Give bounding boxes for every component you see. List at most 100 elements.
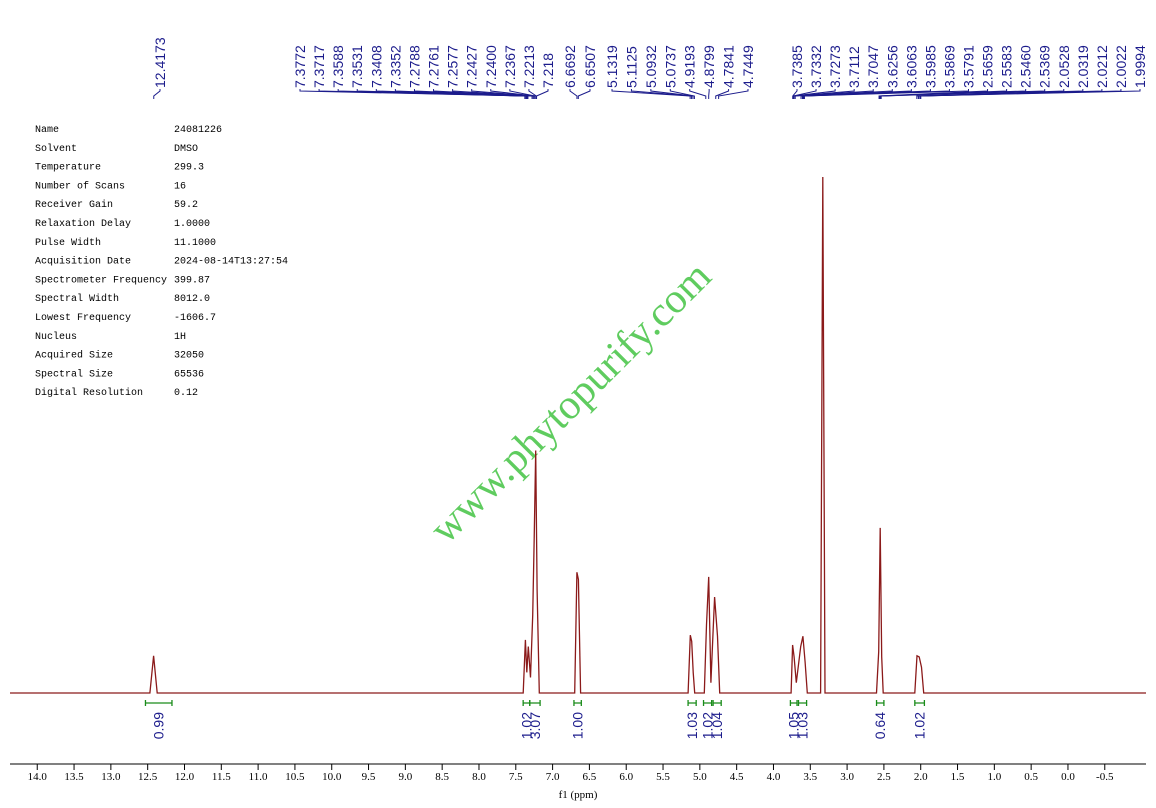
parameter-value: 2024-08-14T13:27:54 [174,257,288,268]
peak-label: 2.0022 [1113,45,1129,88]
x-tick-label: 1.0 [987,771,1001,783]
parameter-value: 299.3 [174,163,204,174]
x-tick-label: 7.0 [546,771,560,783]
peak-label: 4.9193 [682,45,698,88]
parameter-value: 16 [174,181,186,192]
peak-label: 7.2788 [406,45,422,88]
peak-label: 2.0212 [1094,45,1110,88]
x-tick-label: 13.5 [64,771,84,783]
peak-connector [452,89,535,99]
peak-label: 7.3408 [368,45,384,88]
peak-connector [569,89,578,99]
peak-connector [669,89,695,99]
peak-connector [715,89,730,99]
peak-label: 5.1125 [623,46,639,88]
x-tick-label: 7.5 [509,771,523,783]
x-tick-label: 5.5 [656,771,670,783]
peak-label: 2.0528 [1056,45,1072,88]
peak-connector [509,89,536,99]
x-tick-label: 9.5 [362,771,376,783]
integral-label: 1.00 [570,712,586,739]
x-tick-label: 2.0 [914,771,928,783]
x-tick-label: 0.0 [1061,771,1075,783]
x-tick-label: 3.0 [840,771,854,783]
x-tick-label: 8.0 [472,771,486,783]
peak-label: 7.3352 [387,45,403,88]
parameter-value: 24081226 [174,125,222,136]
x-tick-label: 10.5 [285,771,305,783]
watermark: www.phytopurify.com [421,253,720,552]
parameter-name: Lowest Frequency [35,313,131,324]
integral-bracket [573,700,582,706]
x-tick-label: 6.0 [619,771,633,783]
x-tick-label: -0.5 [1096,771,1114,783]
integral-bracket [789,700,798,706]
peak-connector [577,89,591,99]
integral-label: 0.99 [151,712,167,739]
peak-connector [718,89,749,99]
peak-label: 7.2400 [483,45,499,88]
peak-label: 4.7841 [721,45,737,88]
spectrum-line [10,176,1146,694]
x-tick-label: 14.0 [28,771,48,783]
peak-connector [630,89,693,99]
x-tick-label: 11.5 [212,771,231,783]
peak-connector [650,89,694,99]
x-tick-label: 4.0 [767,771,781,783]
peak-label: 7.3531 [349,45,365,88]
parameter-value: 1H [174,332,186,343]
peak-label: 7.2427 [464,45,480,88]
integral-bracket [797,700,808,706]
parameter-name: Solvent [35,143,77,155]
parameter-name: Acquired Size [35,350,113,362]
parameter-name: Spectral Size [35,368,113,380]
x-axis-label: f1 (ppm) [559,789,598,801]
peak-label: 3.7332 [808,45,824,88]
x-tick-label: 13.0 [101,771,121,783]
peak-label: 3.7047 [865,45,881,88]
peak-label: 3.5985 [922,45,938,88]
peak-label: 3.7273 [827,45,843,88]
x-tick-label: 5.0 [693,771,707,783]
peak-connector [920,89,1141,99]
parameter-name: Acquisition Date [35,256,131,268]
integral-label: 1.05 [786,712,802,739]
integral-bracket [529,700,541,706]
parameter-name: Digital Resolution [35,387,143,399]
parameter-name: Number of Scans [35,180,125,192]
integral-label: 3.07 [527,712,543,739]
integral-bracket [914,700,926,706]
parameter-value: 11.1000 [174,238,216,249]
peak-label: 2.5659 [980,45,996,88]
parameter-value: -1606.7 [174,313,216,324]
peak-label: 5.1319 [604,45,620,88]
integral-label: 1.02 [700,712,716,739]
integral-label: 1.03 [684,712,700,739]
integral-bracket [144,700,173,706]
parameter-value: DMSO [174,144,198,155]
peak-label: 2.5460 [1018,45,1034,88]
peak-connector [433,89,533,99]
x-tick-label: 0.5 [1024,771,1038,783]
peak-label: 6.6692 [562,45,578,88]
x-tick-label: 8.5 [435,771,449,783]
peak-connector [803,89,969,99]
parameter-value: 32050 [174,351,204,362]
peak-label: 7.3717 [311,45,327,88]
parameter-value: 1.0000 [174,219,210,230]
peak-label: 3.6063 [903,45,919,88]
integral-bracket [712,700,722,706]
parameter-name: Nucleus [35,331,77,343]
peak-label: 7.2367 [502,45,518,88]
x-tick-label: 1.5 [951,771,965,783]
peak-label: 3.5791 [961,45,977,88]
peak-connector [793,89,836,99]
integral-bracket [522,700,531,706]
x-tick-label: 12.5 [138,771,158,783]
peak-label: 4.8799 [701,45,717,88]
peak-label: 7.218 [540,53,556,88]
peak-label: 7.2761 [426,45,442,88]
x-tick-label: 10.0 [322,771,342,783]
peak-connector [794,89,874,99]
